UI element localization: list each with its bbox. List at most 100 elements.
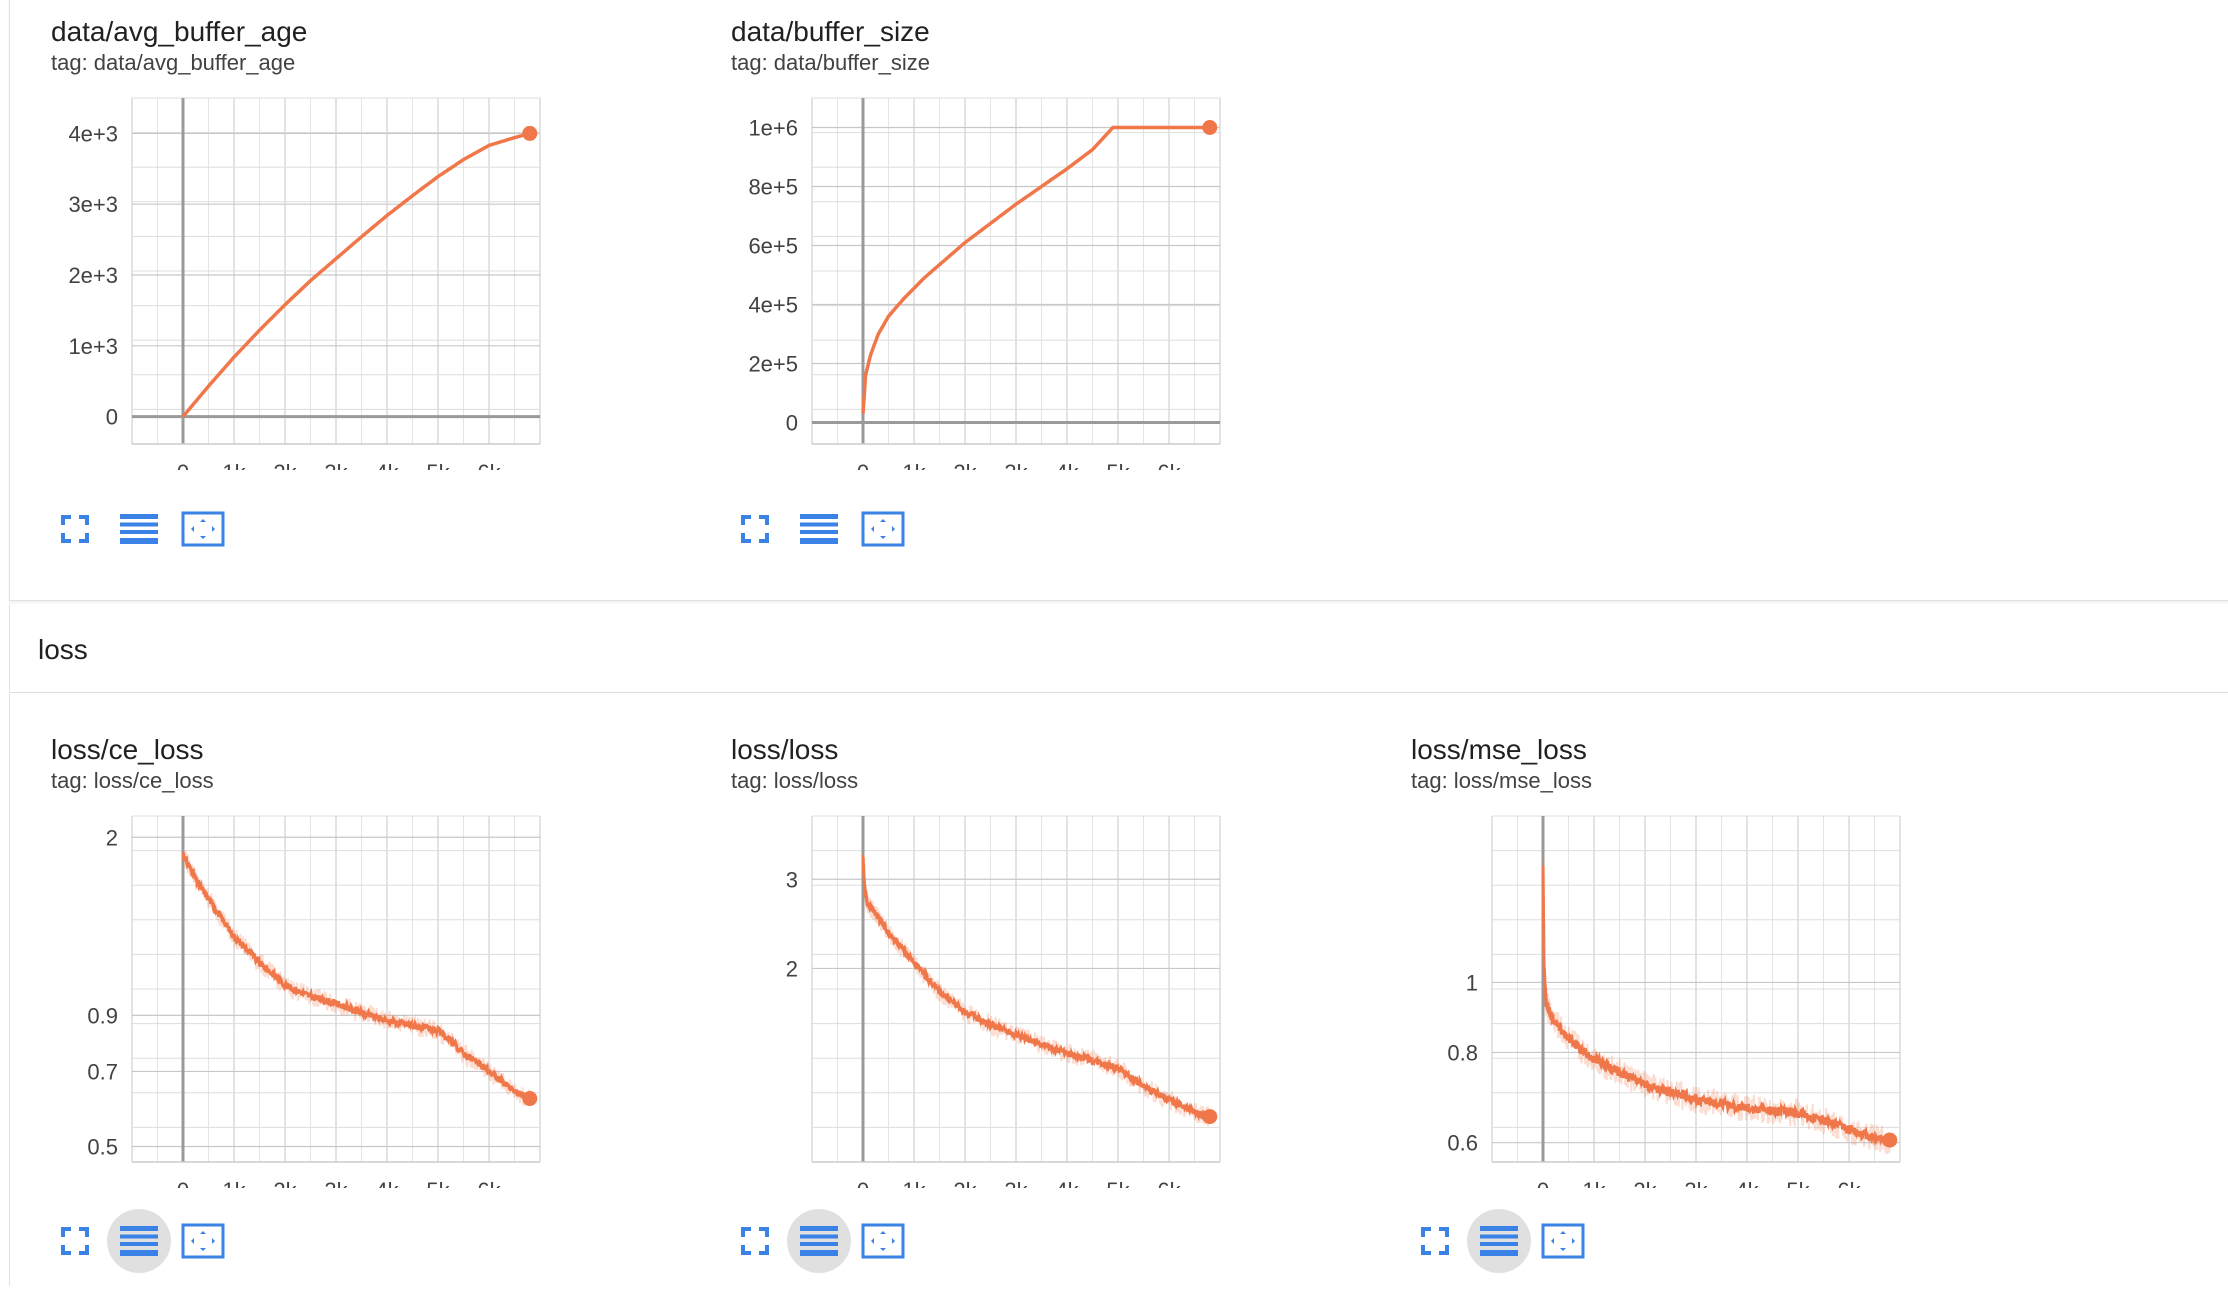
line-chart[interactable]: 0 1k 2k 3k 4k 5k 6k 2 0.9 0.7 0.5 (10, 808, 550, 1188)
chart-title: data/avg_buffer_age (51, 16, 308, 47)
y-tick-label: 0.7 (87, 1059, 118, 1084)
fullscreen-button[interactable] (43, 497, 107, 561)
fullscreen-icon (61, 1227, 89, 1255)
data-table-icon (1480, 1226, 1518, 1256)
x-tick-label: 0 (177, 460, 189, 470)
fit-domain-button[interactable] (171, 1209, 235, 1273)
x-tick-label: 0 (857, 1178, 869, 1188)
chart-card-ce-loss: loss/ce_loss tag: loss/ce_loss 0 1k 2k 3k 4k 5k… (10, 718, 690, 1308)
data-table-icon (800, 514, 838, 544)
fullscreen-button[interactable] (723, 1209, 787, 1273)
y-tick-label: 0 (786, 411, 798, 436)
fit-domain-button[interactable] (1531, 1209, 1595, 1273)
x-tick-label: 2k (273, 460, 297, 470)
fit-domain-icon (861, 511, 905, 547)
series-raw-line (182, 850, 531, 1106)
chart-card-loss: loss/loss tag: loss/loss 0 1k 2k 3k 4k 5k 6k 3 2 (690, 718, 1370, 1308)
x-tick-label: 4k (375, 1178, 399, 1188)
data-table-icon (120, 1226, 158, 1256)
series-end-point[interactable] (522, 1091, 538, 1107)
series-end-point[interactable] (1202, 1109, 1218, 1125)
fullscreen-icon (741, 515, 769, 543)
data-table-button[interactable] (107, 1209, 171, 1273)
group-title: loss (38, 634, 88, 665)
chart-tag: tag: data/buffer_size (731, 50, 930, 75)
line-chart[interactable]: 0 1k 2k 3k 4k 5k 6k 1 0.8 0.6 (1370, 808, 1910, 1188)
chart-toolbar (740, 1209, 960, 1273)
fullscreen-button[interactable] (1403, 1209, 1467, 1273)
fit-domain-icon (861, 1223, 905, 1259)
y-tick-label: 0.9 (87, 1003, 118, 1028)
group-header-loss[interactable]: loss (9, 604, 2228, 693)
series-end-point[interactable] (522, 125, 538, 141)
x-tick-label: 0 (177, 1178, 189, 1188)
x-tick-label: 6k (1157, 1178, 1181, 1188)
fit-domain-button[interactable] (851, 497, 915, 561)
series-line (861, 855, 1212, 1122)
x-tick-label: 1k (222, 460, 246, 470)
series-line (1541, 866, 1892, 1147)
chart-title: data/buffer_size (731, 16, 930, 47)
chart-title: loss/mse_loss (1411, 734, 1587, 765)
series-end-point[interactable] (1882, 1132, 1898, 1148)
fullscreen-button[interactable] (723, 497, 787, 561)
fit-domain-icon (1541, 1223, 1585, 1259)
line-chart[interactable]: 0 1k 2k 3k 4k 5k 6k 3 2 (690, 808, 1230, 1188)
x-tick-label: 3k (1684, 1178, 1708, 1188)
x-tick-label: 5k (1106, 460, 1130, 470)
x-tick-label: 2k (953, 1178, 977, 1188)
fullscreen-button[interactable] (43, 1209, 107, 1273)
line-chart[interactable]: 0 1k 2k 3k 4k 5k 6k 0 2e+5 4e+5 6e+5 8e+5 1e+6 (690, 90, 1230, 470)
y-tick-label: 0.6 (1447, 1131, 1478, 1156)
data-table-button[interactable] (787, 497, 851, 561)
y-tick-label: 2e+3 (68, 263, 118, 288)
y-tick-label: 0 (106, 405, 118, 430)
x-tick-label: 1k (1582, 1178, 1606, 1188)
chart-toolbar (740, 497, 960, 561)
chart-toolbar (1420, 1209, 1640, 1273)
y-tick-label: 3e+3 (68, 192, 118, 217)
x-tick-label: 4k (1055, 1178, 1079, 1188)
data-table-icon (120, 514, 158, 544)
y-tick-label: 3 (786, 867, 798, 892)
y-tick-label: 1e+3 (68, 334, 118, 359)
chart-card-avg-buffer-age: data/avg_buffer_age tag: data/avg_buffer_… (10, 0, 690, 590)
y-tick-label: 0.5 (87, 1134, 118, 1159)
x-tick-label: 2k (273, 1178, 297, 1188)
fullscreen-icon (741, 1227, 769, 1255)
x-tick-label: 1k (902, 460, 926, 470)
line-chart[interactable]: 0 1k 2k 3k 4k 5k 6k 0 1e+3 2e+3 3e+3 4e+3 (10, 90, 550, 470)
chart-tag: tag: data/avg_buffer_age (51, 50, 296, 75)
x-tick-label: 3k (324, 1178, 348, 1188)
y-tick-label: 4e+5 (748, 293, 798, 318)
chart-card-mse-loss: loss/mse_loss tag: loss/mse_loss 0 1k 2k 3k 4k… (1370, 718, 2050, 1308)
series-end-point[interactable] (1202, 120, 1218, 135)
x-tick-label: 6k (477, 1178, 501, 1188)
series-line (861, 125, 1210, 414)
x-tick-label: 0 (1537, 1178, 1549, 1188)
chart-tag: tag: loss/loss (731, 768, 859, 793)
y-tick-label: 4e+3 (68, 121, 118, 146)
x-tick-label: 2k (953, 460, 977, 470)
x-tick-label: 4k (375, 460, 399, 470)
x-tick-label: 2k (1633, 1178, 1657, 1188)
x-tick-label: 6k (477, 460, 501, 470)
data-table-button[interactable] (1467, 1209, 1531, 1273)
data-table-button[interactable] (107, 497, 171, 561)
fit-domain-button[interactable] (171, 497, 235, 561)
y-tick-label: 8e+5 (748, 175, 798, 200)
x-tick-label: 4k (1055, 460, 1079, 470)
y-tick-label: 2 (106, 825, 118, 850)
data-table-button[interactable] (787, 1209, 851, 1273)
x-tick-label: 5k (426, 460, 450, 470)
chart-toolbar (60, 1209, 280, 1273)
fit-domain-button[interactable] (851, 1209, 915, 1273)
x-tick-label: 3k (1004, 1178, 1028, 1188)
fullscreen-icon (1421, 1227, 1449, 1255)
chart-tag: tag: loss/ce_loss (51, 768, 214, 793)
fit-domain-icon (181, 511, 225, 547)
x-tick-label: 1k (902, 1178, 926, 1188)
y-tick-label: 2 (786, 956, 798, 981)
fullscreen-icon (61, 515, 89, 543)
series-line (181, 850, 532, 1102)
